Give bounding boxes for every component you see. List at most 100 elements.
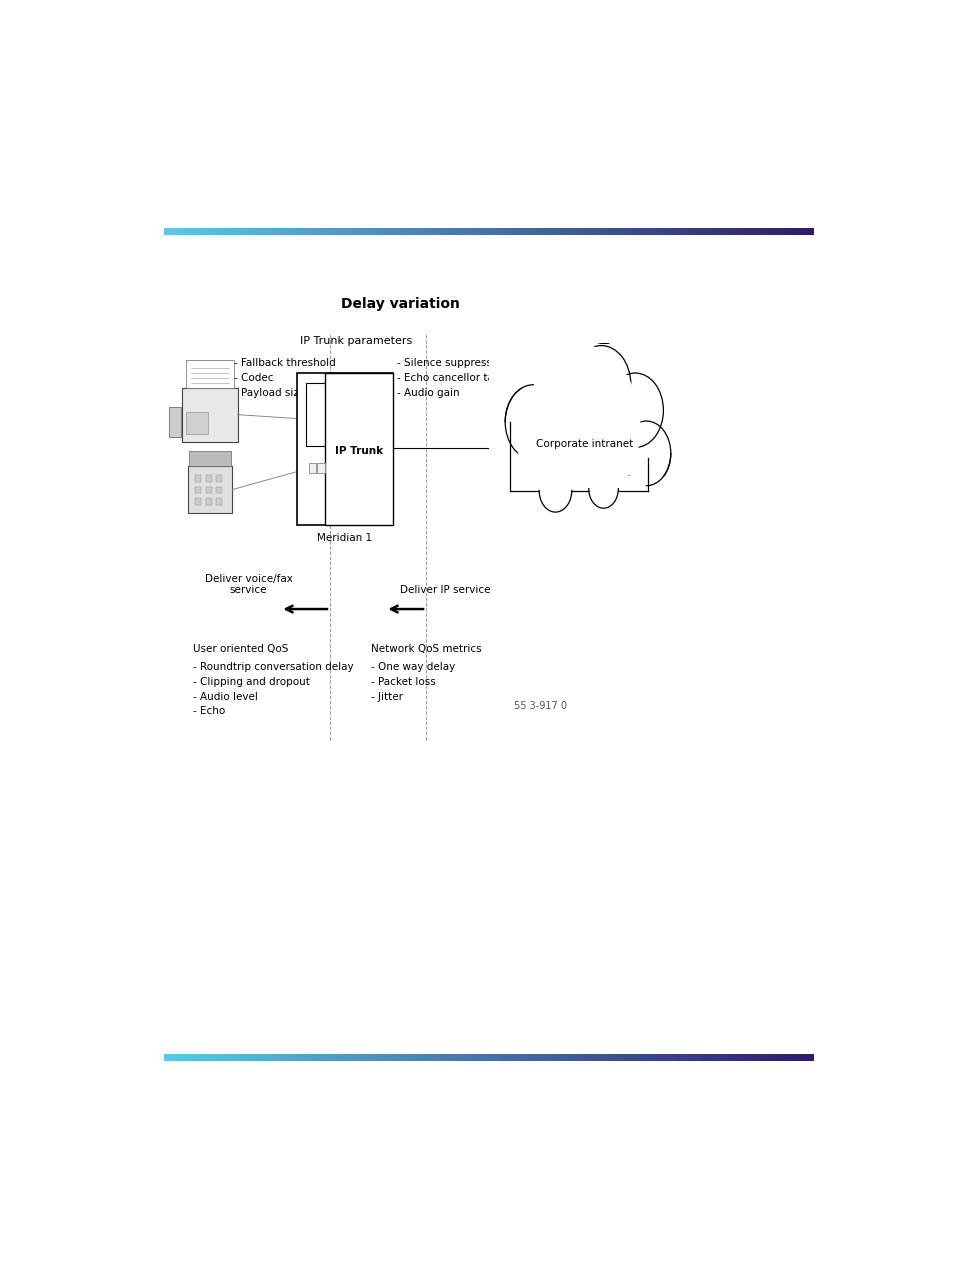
Bar <box>506 1053 509 1061</box>
Bar <box>503 1053 506 1061</box>
Bar <box>518 228 521 235</box>
Bar <box>270 228 273 235</box>
Bar <box>765 1053 768 1061</box>
Bar <box>585 228 587 235</box>
Bar <box>579 1053 582 1061</box>
Bar <box>663 1053 666 1061</box>
Bar <box>344 1053 346 1061</box>
Circle shape <box>537 355 587 421</box>
Bar <box>544 1053 547 1061</box>
Bar <box>283 228 285 235</box>
Bar <box>755 228 758 235</box>
Circle shape <box>574 343 633 422</box>
Bar <box>567 1053 570 1061</box>
Bar <box>738 228 740 235</box>
Bar <box>659 228 661 235</box>
Bar <box>195 474 201 482</box>
Bar <box>189 1053 192 1061</box>
Bar <box>544 228 547 235</box>
Bar <box>227 228 230 235</box>
Circle shape <box>625 422 669 481</box>
Bar <box>481 1053 483 1061</box>
Bar <box>201 228 204 235</box>
Bar <box>468 1053 471 1061</box>
Bar <box>283 1053 285 1061</box>
Bar <box>755 1053 758 1061</box>
Bar <box>392 1053 395 1061</box>
Bar <box>451 1053 453 1061</box>
Bar <box>511 228 514 235</box>
Bar <box>610 228 613 235</box>
Bar <box>747 1053 750 1061</box>
Bar <box>529 228 532 235</box>
Bar <box>169 228 171 235</box>
Bar <box>206 474 212 482</box>
Bar <box>270 1053 273 1061</box>
Bar <box>745 1053 747 1061</box>
Bar <box>253 228 254 235</box>
Bar <box>207 1053 209 1061</box>
Bar <box>253 1053 254 1061</box>
Bar <box>760 1053 762 1061</box>
Bar <box>346 228 349 235</box>
Bar <box>169 1053 171 1061</box>
Bar <box>488 228 491 235</box>
Bar <box>280 228 283 235</box>
Bar <box>293 1053 295 1061</box>
Bar <box>300 228 303 235</box>
Bar <box>262 1053 265 1061</box>
Bar <box>524 1053 526 1061</box>
Bar <box>176 228 178 235</box>
Bar <box>273 228 275 235</box>
Bar <box>738 1053 740 1061</box>
Bar <box>239 228 242 235</box>
Bar <box>224 228 227 235</box>
Bar <box>265 228 268 235</box>
Bar <box>539 228 541 235</box>
Bar <box>354 1053 356 1061</box>
Bar <box>541 1053 544 1061</box>
Bar <box>620 228 623 235</box>
Bar <box>448 228 451 235</box>
Text: Corporate intranet: Corporate intranet <box>536 439 633 449</box>
Bar <box>460 228 463 235</box>
Bar <box>526 228 529 235</box>
Bar <box>239 1053 242 1061</box>
Bar <box>303 1053 306 1061</box>
Bar <box>384 1053 387 1061</box>
Bar <box>518 1053 521 1061</box>
Bar <box>781 228 783 235</box>
Bar <box>486 1053 488 1061</box>
Bar <box>631 1053 633 1061</box>
Bar <box>166 1053 169 1061</box>
Bar <box>643 1053 646 1061</box>
Bar <box>384 228 387 235</box>
Bar <box>285 1053 288 1061</box>
Bar <box>715 1053 717 1061</box>
Bar <box>318 1053 321 1061</box>
Bar <box>173 228 176 235</box>
Bar <box>277 228 280 235</box>
Bar <box>352 228 354 235</box>
Bar <box>375 1053 376 1061</box>
Bar <box>709 228 712 235</box>
Bar <box>417 228 420 235</box>
Bar <box>709 1053 712 1061</box>
Bar <box>799 228 801 235</box>
Bar <box>770 228 773 235</box>
Bar <box>686 228 689 235</box>
Bar <box>399 228 402 235</box>
Bar <box>300 1053 303 1061</box>
Bar <box>407 228 410 235</box>
Bar <box>559 1053 562 1061</box>
Bar <box>679 228 681 235</box>
Bar <box>275 1053 277 1061</box>
Bar <box>184 228 186 235</box>
Bar <box>778 228 781 235</box>
Bar <box>618 1053 620 1061</box>
Bar <box>791 1053 793 1061</box>
Circle shape <box>515 343 639 510</box>
Bar <box>460 1053 463 1061</box>
Bar <box>773 228 776 235</box>
Bar <box>331 228 334 235</box>
